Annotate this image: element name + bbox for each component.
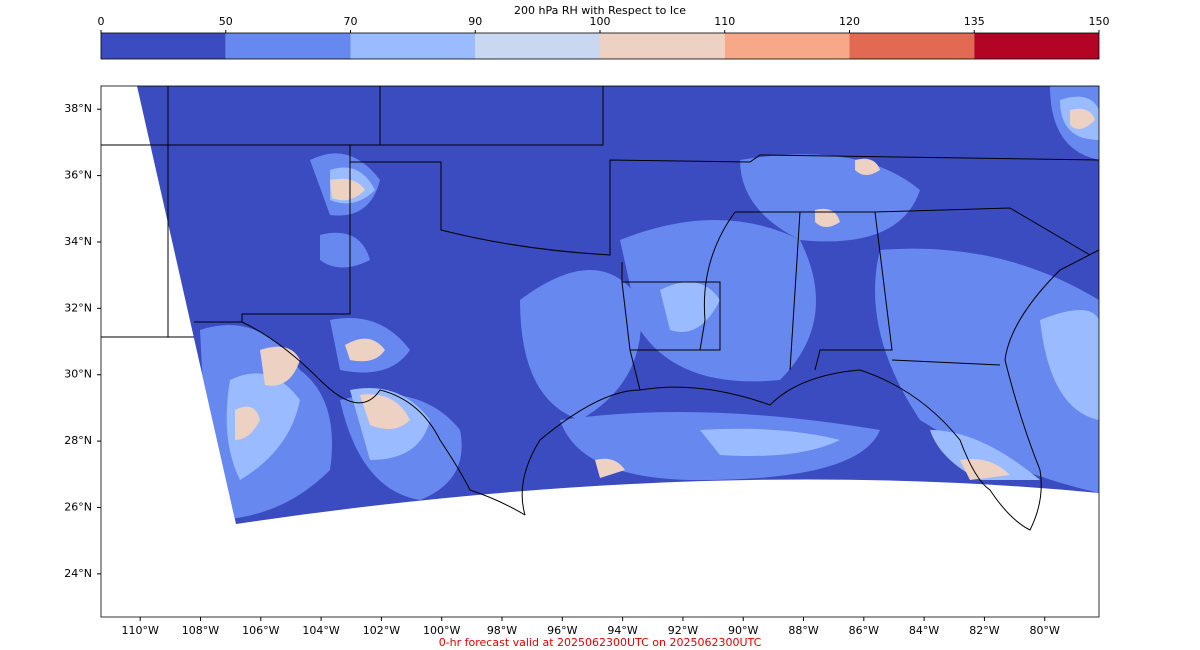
colorbar-swatch: [724, 33, 850, 59]
colorbar-swatch: [350, 33, 476, 59]
map-axes: 38°N 36°N 34°N 32°N 30°N 28°N 26°N 24°N 110°W 108…: [64, 102, 1060, 637]
colorbar-swatch: [600, 33, 725, 59]
lon-tick-label: 106°W: [242, 624, 279, 637]
lon-tick-label: 84°W: [909, 624, 939, 637]
colorbar-swatch: [849, 33, 975, 59]
lat-tick-label: 38°N: [64, 102, 92, 115]
colorbar-swatch: [225, 33, 351, 59]
lat-tick-label: 28°N: [64, 434, 92, 447]
colorbar-title: 200 hPa RH with Respect to Ice: [514, 4, 686, 17]
lat-tick-label: 30°N: [64, 368, 92, 381]
lon-tick-label: 102°W: [363, 624, 400, 637]
boundaries: [101, 86, 1100, 531]
colorbar-tick-label: 50: [219, 15, 233, 28]
colorbar-swatch: [101, 33, 226, 59]
lon-tick-label: 96°W: [547, 624, 577, 637]
lon-tick-label: 92°W: [668, 624, 698, 637]
colorbar-swatch: [475, 33, 600, 59]
lon-tick-label: 80°W: [1030, 624, 1060, 637]
colorbar-tick-label: 135: [964, 15, 985, 28]
colorbar-tick-label: 100: [590, 15, 611, 28]
lon-tick-label: 82°W: [969, 624, 999, 637]
rh-field: [137, 86, 1099, 524]
lon-tick-label: 104°W: [302, 624, 339, 637]
colorbar: 0 50 70 90 100 110 120 135 150: [98, 15, 1110, 60]
lon-tick-label: 110°W: [122, 624, 159, 637]
lon-tick-label: 98°W: [487, 624, 517, 637]
colorbar-swatch: [974, 33, 1099, 59]
footer: 0-hr forecast valid at 2025062300UTC on …: [439, 636, 762, 649]
colorbar-tick-label: 90: [468, 15, 482, 28]
colorbar-tick-label: 150: [1089, 15, 1110, 28]
lon-tick-label: 86°W: [849, 624, 879, 637]
colorbar-tick-label: 110: [714, 15, 735, 28]
colorbar-tick-label: 120: [839, 15, 860, 28]
lat-tick-label: 26°N: [64, 500, 92, 513]
lon-tick-label: 88°W: [788, 624, 818, 637]
lat-tick-label: 24°N: [64, 567, 92, 580]
lon-tick-label: 108°W: [182, 624, 219, 637]
colorbar-tick-label: 70: [344, 15, 358, 28]
lat-tick-label: 36°N: [64, 169, 92, 182]
lat-tick-label: 32°N: [64, 301, 92, 314]
lon-tick-label: 100°W: [423, 624, 460, 637]
map-frame: [100, 85, 1100, 618]
colorbar-tick-label: 0: [98, 15, 105, 28]
lon-tick-label: 94°W: [607, 624, 637, 637]
lon-tick-label: 90°W: [728, 624, 758, 637]
lat-tick-label: 34°N: [64, 235, 92, 248]
